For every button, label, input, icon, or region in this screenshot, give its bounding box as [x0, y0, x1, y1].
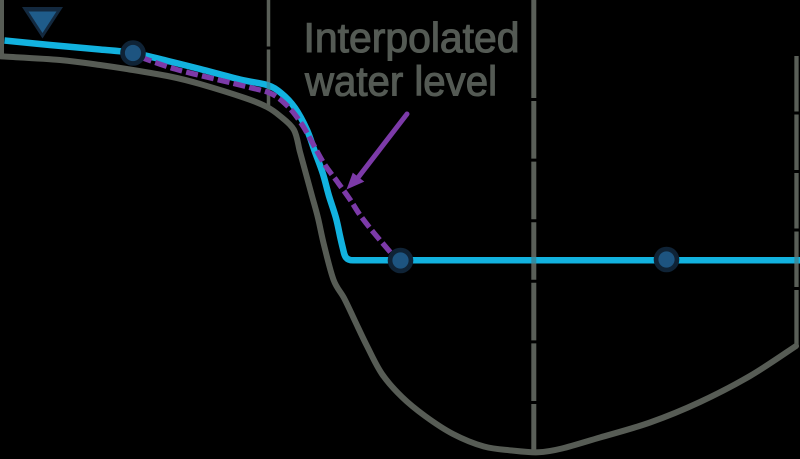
svg-text:water level: water level — [304, 58, 497, 105]
svg-text:Interpolated: Interpolated — [304, 14, 520, 61]
